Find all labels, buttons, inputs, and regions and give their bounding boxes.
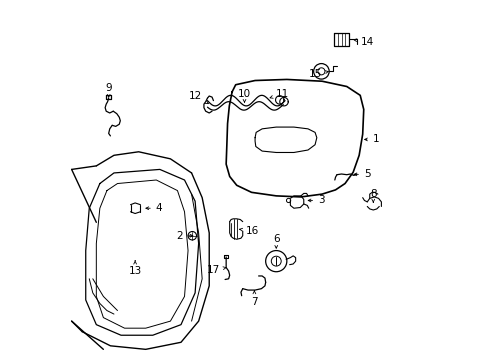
- Text: 15: 15: [308, 69, 327, 79]
- Text: 12: 12: [189, 91, 208, 104]
- Text: 5: 5: [353, 169, 370, 179]
- Text: 7: 7: [250, 291, 257, 307]
- Text: 14: 14: [353, 37, 373, 47]
- Text: 2: 2: [176, 231, 192, 241]
- Text: 11: 11: [269, 89, 288, 99]
- Text: 4: 4: [145, 203, 162, 213]
- Text: 3: 3: [307, 195, 324, 206]
- Text: 8: 8: [369, 189, 376, 202]
- Text: 13: 13: [128, 261, 142, 276]
- Text: 10: 10: [238, 89, 250, 102]
- Text: 6: 6: [272, 234, 279, 248]
- Text: 1: 1: [364, 134, 378, 144]
- Text: 16: 16: [239, 226, 258, 236]
- Text: 9: 9: [105, 83, 112, 97]
- Text: 17: 17: [206, 265, 225, 275]
